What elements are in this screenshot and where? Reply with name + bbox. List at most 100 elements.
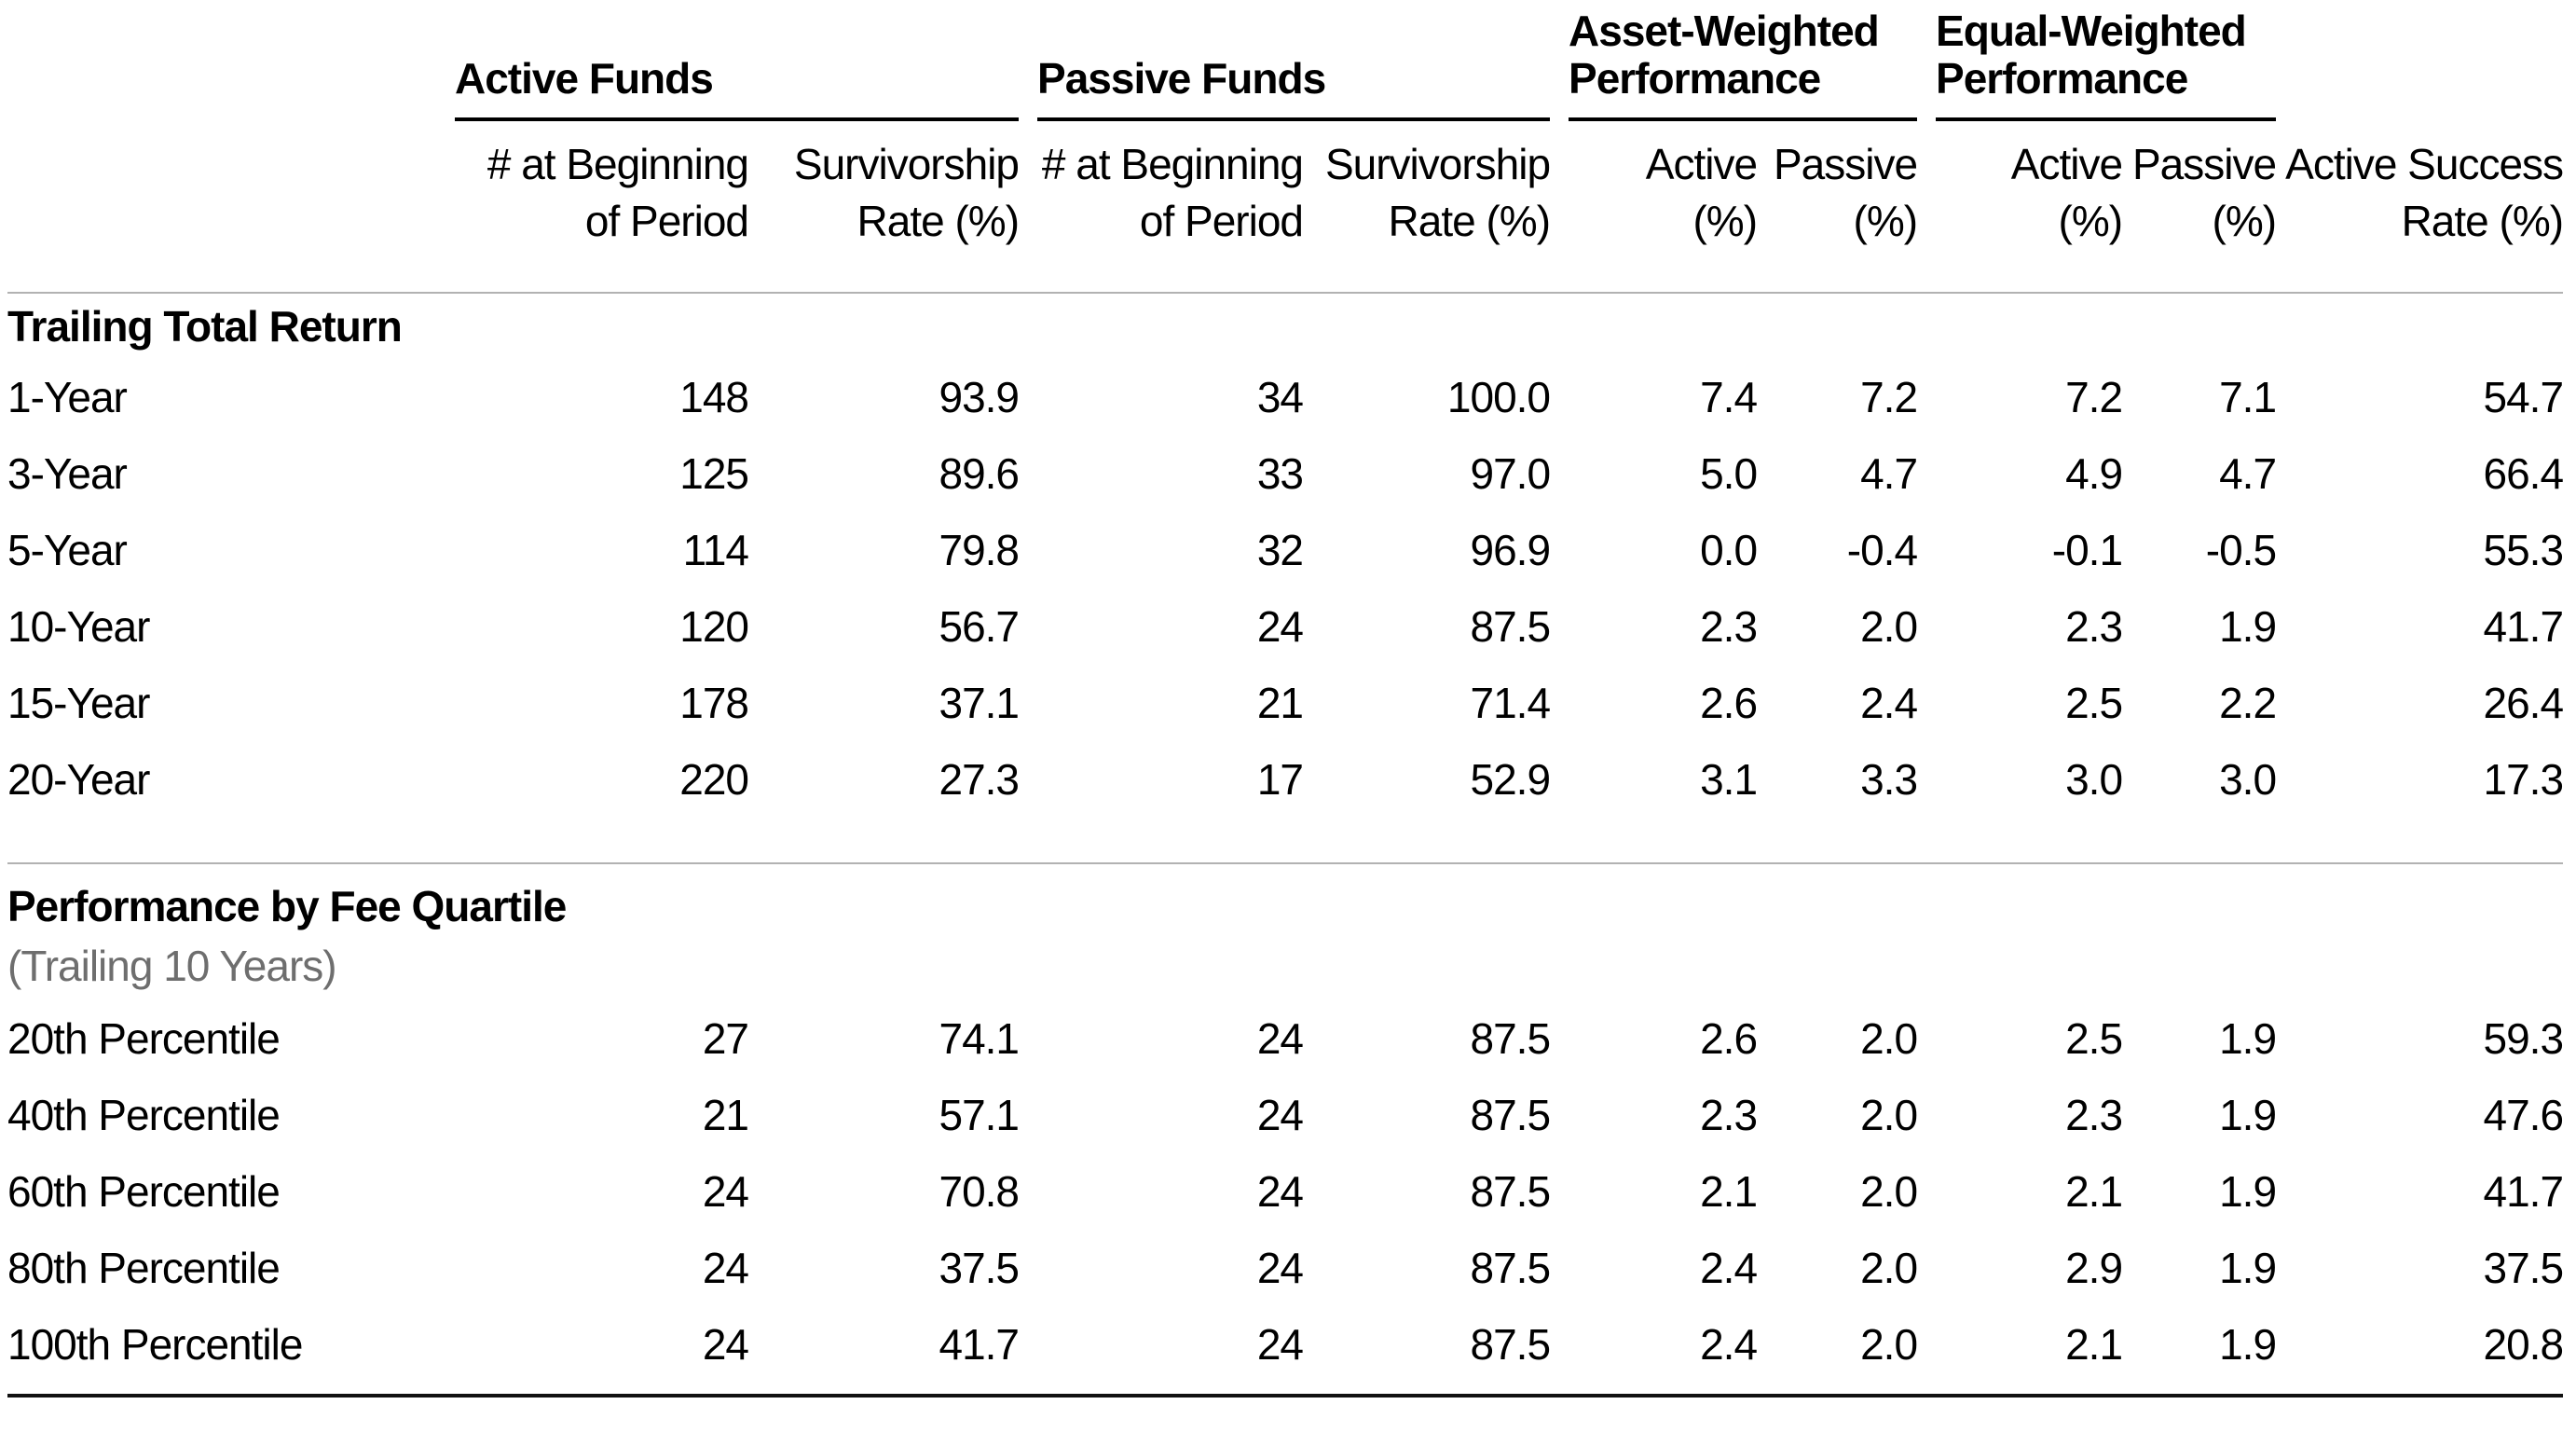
cell-value: 87.5 <box>1470 1244 1552 1293</box>
cell-value: 52.9 <box>1470 755 1552 805</box>
cell-value: 26.4 <box>2483 679 2565 728</box>
cell-value: 4.7 <box>2219 449 2277 499</box>
cell-value: 79.8 <box>939 526 1020 575</box>
cell-value: 93.9 <box>939 373 1020 422</box>
cell-value: 89.6 <box>939 449 1020 499</box>
cell-value: 37.5 <box>2483 1244 2565 1293</box>
column-header-row: # at Beginning of Period Survivorship Ra… <box>7 121 2564 295</box>
cell-value: 37.1 <box>939 679 1020 728</box>
cell-value: 87.5 <box>1303 1308 1551 1398</box>
fund-performance-table: Active Funds Passive Funds Asset-Weighte… <box>7 0 2565 1398</box>
column-header: # at Beginning of Period <box>1019 121 1304 295</box>
cell-value: 2.4 <box>1860 679 1918 728</box>
table-header: Active Funds Passive Funds Asset-Weighte… <box>7 0 2564 295</box>
section-title-row: Trailing Total Return <box>7 293 2563 361</box>
cell-value: 2.1 <box>1700 1167 1758 1217</box>
section-subtitle: (Trailing 10 Years) <box>7 942 337 991</box>
cell-value: -0.4 <box>1846 526 1918 575</box>
column-header: Survivorship Rate (%) <box>748 121 1020 295</box>
cell-value: 21 <box>1256 679 1304 728</box>
cell-value: 24 <box>1256 602 1304 652</box>
cell-value: 24 <box>1256 1091 1304 1140</box>
table-row: 3-Year 125 89.6 33 97.0 5.0 4.7 4.9 4.7 … <box>7 437 2565 514</box>
section-performance-by-fee-quartile: Performance by Fee Quartile (Trailing 10… <box>7 862 2565 1398</box>
row-label: 20-Year <box>7 755 150 805</box>
cell-value: 2.6 <box>1700 679 1758 728</box>
column-header: Passive (%) <box>2122 121 2277 295</box>
table-row: 10-Year 120 56.7 24 87.5 2.3 2.0 2.3 1.9… <box>7 590 2564 667</box>
table-row: 20th Percentile 27 74.1 24 87.5 2.6 2.0 … <box>7 1002 2564 1079</box>
cell-value: 2.3 <box>1700 1091 1758 1140</box>
cell-value: 2.5 <box>2065 1014 2123 1064</box>
section-title: Performance by Fee Quartile <box>7 862 2564 942</box>
table-row: 5-Year 114 79.8 32 96.9 0.0 -0.4 -0.1 -0… <box>7 514 2564 590</box>
row-label: 40th Percentile <box>7 1091 281 1140</box>
group-header-label: Active Funds <box>455 55 1020 121</box>
cell-value: 2.4 <box>1700 1244 1758 1293</box>
cell-value: 47.6 <box>2483 1091 2565 1140</box>
section-title: Trailing Total Return <box>7 302 403 351</box>
cell-value: 27 <box>702 1014 749 1064</box>
cell-value: 17 <box>1256 755 1304 805</box>
column-header-spacer <box>7 121 436 295</box>
cell-value: 114 <box>682 526 749 575</box>
cell-value: 2.0 <box>1860 602 1918 652</box>
column-header: Active (%) <box>1917 121 2123 295</box>
cell-value: 3.3 <box>1860 755 1918 805</box>
cell-value: 96.9 <box>1470 526 1552 575</box>
cell-value: 1.9 <box>2219 602 2277 652</box>
row-label: 20th Percentile <box>7 1014 281 1064</box>
cell-value: 3.0 <box>2219 755 2277 805</box>
cell-value: 97.0 <box>1470 449 1552 499</box>
cell-value: 71.4 <box>1470 679 1552 728</box>
cell-value: 2.4 <box>1550 1308 1758 1398</box>
cell-value: 4.7 <box>1860 449 1918 499</box>
cell-value: 87.5 <box>1470 1167 1552 1217</box>
group-header-row: Active Funds Passive Funds Asset-Weighte… <box>7 0 2563 121</box>
column-header: Survivorship Rate (%) <box>1303 121 1551 295</box>
cell-value: 54.7 <box>2483 373 2565 422</box>
group-header-label: Asset-Weighted Performance <box>1569 7 1918 121</box>
group-header-spacer <box>2276 0 2563 121</box>
group-header-asset-weighted: Asset-Weighted Performance <box>1550 0 1918 121</box>
cell-value: 70.8 <box>939 1167 1020 1217</box>
cell-value: 120 <box>679 602 749 652</box>
cell-value: 41.7 <box>748 1308 1020 1398</box>
cell-value: 66.4 <box>2483 449 2565 499</box>
section-trailing-total-return: Trailing Total Return 1-Year 148 93.9 34… <box>7 293 2565 863</box>
cell-value: 2.0 <box>1860 1244 1918 1293</box>
cell-value: 4.9 <box>2065 449 2123 499</box>
group-header-label: Equal-Weighted Performance <box>1936 7 2277 121</box>
cell-value: 21 <box>702 1091 749 1140</box>
cell-value: 33 <box>1256 449 1304 499</box>
cell-value: 34 <box>1256 373 1304 422</box>
section-subtitle-row: (Trailing 10 Years) <box>7 941 2563 1002</box>
cell-value: 87.5 <box>1470 602 1552 652</box>
cell-value: 7.2 <box>2065 373 2123 422</box>
cell-value: 100.0 <box>1446 373 1551 422</box>
table-row: 60th Percentile 24 70.8 24 87.5 2.1 2.0 … <box>7 1155 2564 1232</box>
cell-value: 2.0 <box>1860 1091 1918 1140</box>
column-header: # at Beginning of Period <box>436 121 749 295</box>
cell-value: 57.1 <box>939 1091 1020 1140</box>
cell-value: 2.3 <box>2065 1091 2123 1140</box>
cell-value: 2.3 <box>2065 602 2123 652</box>
cell-value: 2.5 <box>2065 679 2123 728</box>
row-label: 100th Percentile <box>7 1308 436 1398</box>
cell-value: 2.6 <box>1700 1014 1758 1064</box>
group-header-label: Passive Funds <box>1037 55 1551 121</box>
cell-value: 7.4 <box>1700 373 1758 422</box>
cell-value: 87.5 <box>1470 1091 1552 1140</box>
table-row: 100th Percentile 24 41.7 24 87.5 2.4 2.0… <box>7 1308 2564 1398</box>
cell-value: 1.9 <box>2219 1014 2277 1064</box>
cell-value: 87.5 <box>1470 1014 1552 1064</box>
column-header: Active Success Rate (%) <box>2276 121 2564 295</box>
cell-value: 24 <box>702 1167 749 1217</box>
cell-value: 24 <box>702 1244 749 1293</box>
cell-value: 2.1 <box>1917 1308 2123 1398</box>
table-row: 1-Year 148 93.9 34 100.0 7.4 7.2 7.2 7.1… <box>7 361 2565 437</box>
cell-value: 32 <box>1256 526 1304 575</box>
cell-value: 2.0 <box>1757 1308 1918 1398</box>
cell-value: 5.0 <box>1700 449 1758 499</box>
group-header-equal-weighted: Equal-Weighted Performance <box>1917 0 2277 121</box>
